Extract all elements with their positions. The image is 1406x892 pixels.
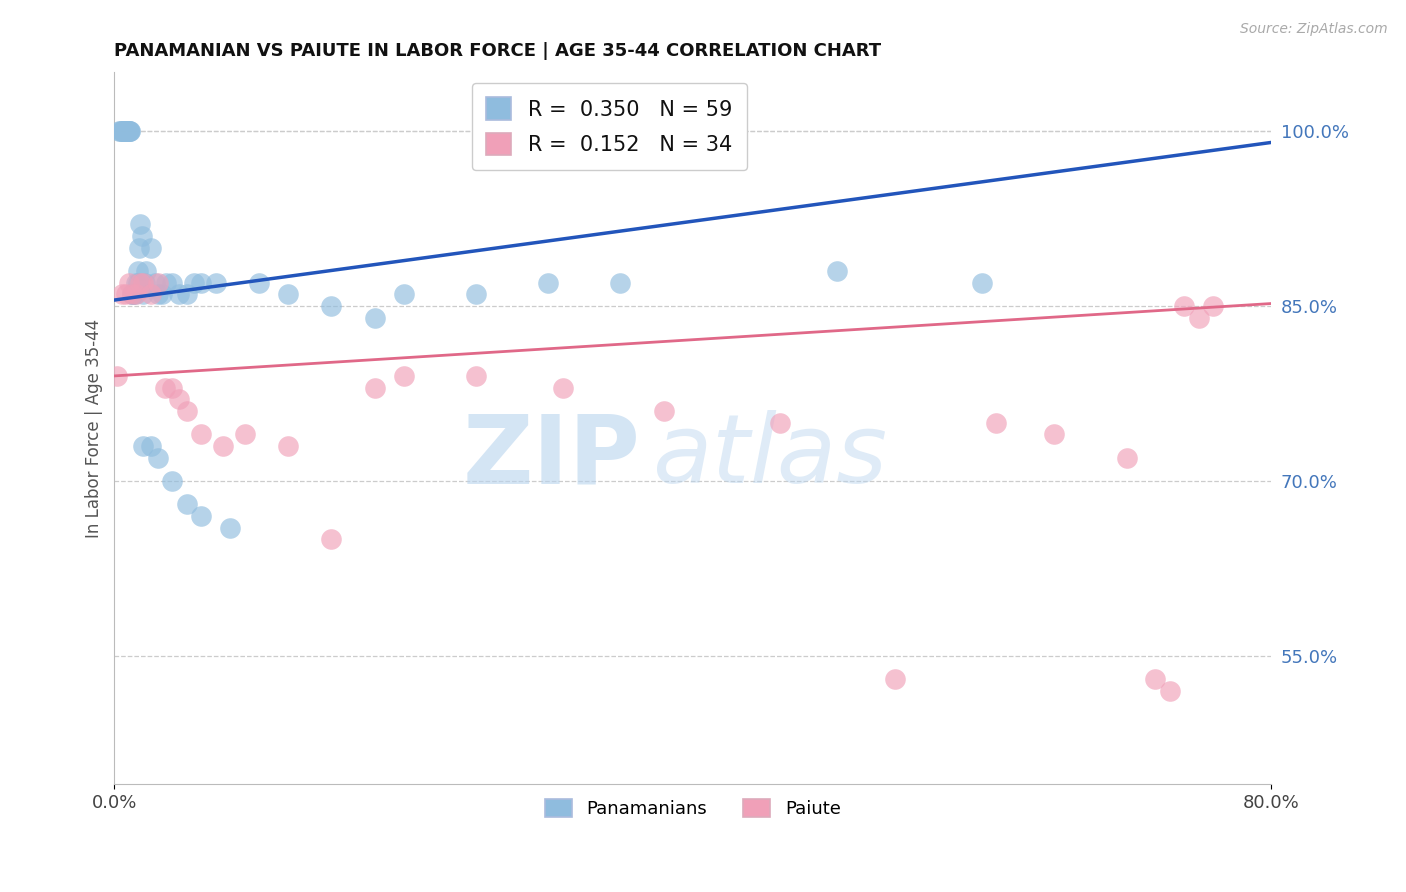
Point (132, 439, 155, 453)
Point (551, 381, 574, 395)
Point (190, 427, 212, 442)
Point (277, 287, 299, 301)
Point (970, 276, 993, 290)
Point (392, 287, 415, 301)
Y-axis label: In Labor Force | Age 35-44: In Labor Force | Age 35-44 (86, 318, 103, 538)
Point (1159, 684, 1181, 698)
Point (112, 124, 135, 138)
Text: ZIP: ZIP (463, 410, 641, 503)
Point (127, 276, 149, 290)
Point (146, 276, 169, 290)
Point (118, 124, 141, 138)
Point (537, 276, 560, 290)
Point (125, 276, 148, 290)
Point (190, 276, 212, 290)
Point (176, 404, 198, 418)
Point (111, 287, 134, 301)
Point (363, 381, 385, 395)
Point (121, 287, 143, 301)
Point (652, 404, 675, 418)
Point (363, 310, 385, 325)
Point (321, 533, 343, 547)
Point (134, 276, 156, 290)
Point (183, 276, 205, 290)
Point (115, 287, 138, 301)
Legend: Panamanians, Paiute: Panamanians, Paiute (537, 791, 848, 825)
Point (115, 124, 138, 138)
Point (125, 287, 148, 301)
Point (153, 381, 176, 395)
Point (131, 228, 153, 243)
Text: Source: ZipAtlas.com: Source: ZipAtlas.com (1240, 22, 1388, 37)
Point (321, 299, 343, 313)
Point (128, 240, 150, 254)
Point (124, 287, 146, 301)
Point (464, 368, 486, 383)
Point (129, 276, 152, 290)
Point (117, 124, 139, 138)
Point (146, 287, 169, 301)
Point (143, 276, 166, 290)
Point (827, 264, 849, 278)
Point (247, 276, 270, 290)
Point (108, 124, 131, 138)
Point (139, 240, 162, 254)
Point (986, 416, 1008, 430)
Point (884, 673, 907, 687)
Point (111, 124, 134, 138)
Point (190, 508, 212, 523)
Text: atlas: atlas (652, 410, 887, 503)
Point (120, 124, 142, 138)
Point (204, 276, 226, 290)
Point (114, 124, 136, 138)
Point (118, 276, 141, 290)
Point (219, 521, 242, 535)
Point (1188, 310, 1211, 325)
Point (129, 217, 152, 231)
Point (150, 287, 173, 301)
Point (132, 287, 155, 301)
Point (112, 124, 135, 138)
Point (768, 416, 790, 430)
Point (169, 392, 191, 407)
Point (1202, 299, 1225, 313)
Point (114, 124, 136, 138)
Point (127, 264, 149, 278)
Point (162, 474, 184, 488)
Point (392, 368, 415, 383)
Point (233, 427, 256, 442)
Point (139, 439, 162, 453)
Point (277, 439, 299, 453)
Point (114, 124, 136, 138)
Point (1173, 299, 1195, 313)
Point (146, 450, 169, 465)
Point (1144, 673, 1167, 687)
Point (169, 287, 191, 301)
Point (107, 124, 129, 138)
Point (139, 287, 162, 301)
Point (121, 287, 143, 301)
Point (135, 264, 157, 278)
Point (176, 287, 198, 301)
Point (1043, 427, 1066, 442)
Point (211, 439, 233, 453)
Point (115, 124, 138, 138)
Point (609, 276, 631, 290)
Point (122, 287, 145, 301)
Point (118, 124, 141, 138)
Text: PANAMANIAN VS PAIUTE IN LABOR FORCE | AGE 35-44 CORRELATION CHART: PANAMANIAN VS PAIUTE IN LABOR FORCE | AG… (114, 42, 882, 60)
Point (162, 381, 184, 395)
Point (162, 276, 184, 290)
Point (120, 124, 142, 138)
Point (118, 124, 141, 138)
Point (155, 276, 177, 290)
Point (1115, 450, 1137, 465)
Point (464, 287, 486, 301)
Point (176, 497, 198, 511)
Point (105, 368, 128, 383)
Point (111, 124, 134, 138)
Point (121, 287, 143, 301)
Point (132, 276, 155, 290)
Point (117, 124, 139, 138)
